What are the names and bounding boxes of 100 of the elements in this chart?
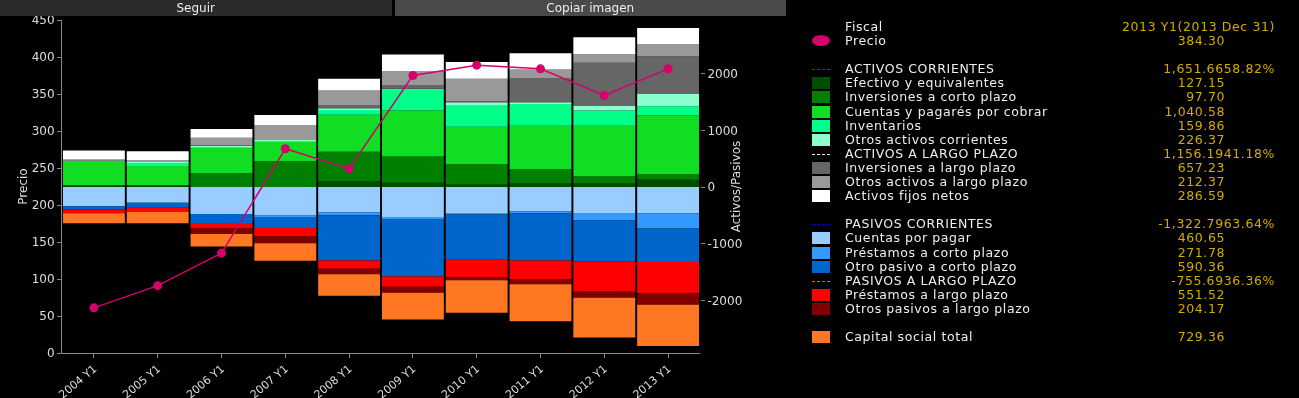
bar xyxy=(254,161,317,188)
text: 460.65 xyxy=(1177,230,1225,246)
text: 590.36 xyxy=(1177,258,1225,274)
bar xyxy=(318,104,381,109)
bar xyxy=(381,292,444,320)
bar xyxy=(190,137,253,146)
bar xyxy=(381,218,444,277)
legend-label: Otros activos corrientes xyxy=(845,131,1009,147)
bar xyxy=(637,115,700,175)
bar xyxy=(126,211,189,224)
bar xyxy=(509,169,572,184)
text: Copiar imagen xyxy=(394,0,786,16)
bar xyxy=(573,37,636,55)
legend-label: Otros activos a largo plazo xyxy=(845,174,1028,190)
bar xyxy=(318,260,381,269)
bar xyxy=(318,215,381,261)
bar xyxy=(318,78,381,91)
legend-label: Cuentas y pagarés por cobrar xyxy=(845,103,1048,119)
bar xyxy=(637,93,700,107)
bar xyxy=(573,176,636,184)
text: ACTIVOS A LARGO PLAZO xyxy=(845,145,1019,161)
text: 551.52 xyxy=(1177,286,1225,302)
bar xyxy=(318,268,381,275)
bar xyxy=(254,216,317,228)
point xyxy=(217,248,226,258)
bar xyxy=(190,187,253,214)
bar xyxy=(381,216,444,219)
bar xyxy=(126,207,189,212)
legend-label: Préstamos a corto plazo xyxy=(845,244,1010,260)
legend-label: Capital social total xyxy=(845,329,973,345)
bar xyxy=(509,78,572,103)
bar xyxy=(381,110,444,157)
text: 271.78 xyxy=(1177,244,1225,260)
bar xyxy=(445,277,508,281)
bar xyxy=(62,209,125,214)
bar xyxy=(254,125,317,141)
bar xyxy=(190,234,253,247)
bar xyxy=(509,260,572,279)
bar xyxy=(637,213,700,229)
bar xyxy=(381,187,444,217)
point xyxy=(344,164,354,174)
y-axis-title: Precio xyxy=(15,168,30,205)
text: -755.6936.36% xyxy=(1171,272,1275,288)
bar xyxy=(190,129,253,138)
y2-axis-title: Activos/Pasivos xyxy=(729,140,743,233)
bar xyxy=(190,213,253,223)
bar xyxy=(126,165,189,186)
bar xyxy=(190,147,253,174)
bar xyxy=(509,53,572,70)
text: 1,651.6658.82% xyxy=(1163,61,1275,77)
text: 159.86 xyxy=(1177,117,1225,133)
bar xyxy=(637,179,700,188)
bar xyxy=(445,78,508,102)
text: 2013 Y1(2013 Dec 31) xyxy=(1122,19,1275,35)
bar xyxy=(573,212,636,221)
bar xyxy=(509,183,572,188)
legend-label: Cuentas por pagar xyxy=(845,230,972,246)
text: 127.15 xyxy=(1177,75,1225,91)
bar xyxy=(190,173,253,188)
text: Seguir xyxy=(176,1,215,15)
y-tick-label: 200 xyxy=(31,198,55,213)
bar xyxy=(637,44,700,57)
text: 212.37 xyxy=(1177,174,1225,190)
bar xyxy=(637,228,700,262)
y2-tick-label: -2000 xyxy=(707,293,743,308)
bar xyxy=(637,28,700,45)
point xyxy=(280,144,290,154)
y-tick-label: 300 xyxy=(31,124,55,139)
bar xyxy=(637,187,700,214)
bar xyxy=(509,125,572,170)
bar xyxy=(381,156,444,183)
bar xyxy=(318,151,381,182)
bar xyxy=(381,286,444,293)
bar xyxy=(318,109,381,115)
bar xyxy=(637,304,700,347)
bar xyxy=(318,212,381,216)
bar xyxy=(637,106,700,116)
legend-label: Activos fijos netos xyxy=(845,188,970,204)
y-tick-label: 250 xyxy=(31,161,55,176)
point xyxy=(663,64,673,74)
y-tick-label: 350 xyxy=(31,87,55,102)
bar xyxy=(190,222,253,229)
point xyxy=(89,303,99,313)
bar xyxy=(62,187,125,207)
bar xyxy=(445,184,508,188)
bar xyxy=(445,259,508,278)
bar xyxy=(573,291,636,298)
y-tick-label: 50 xyxy=(39,309,55,324)
bar xyxy=(573,54,636,63)
bar xyxy=(573,183,636,188)
bar xyxy=(509,284,572,322)
bar xyxy=(318,274,381,296)
bar xyxy=(254,243,317,261)
y2-tick-label: 1000 xyxy=(707,123,738,138)
legend-label: Inversiones a corto plazo xyxy=(845,89,1017,105)
bar xyxy=(62,161,125,186)
bar xyxy=(509,103,572,126)
bar xyxy=(445,126,508,165)
bar xyxy=(381,89,444,111)
bar xyxy=(190,228,253,235)
